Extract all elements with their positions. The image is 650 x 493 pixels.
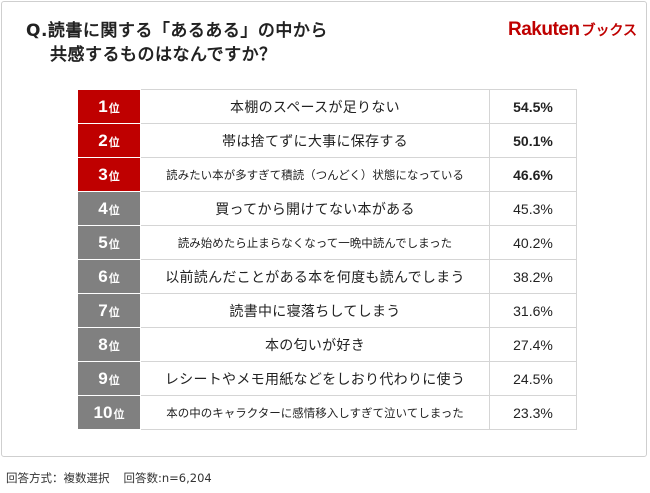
rank-badge: 2位: [77, 123, 141, 158]
rank-suffix: 位: [108, 102, 120, 115]
rank-row: 1位 本棚のスペースが足りない 54.5%: [77, 89, 577, 124]
footer-note: 回答方式：複数選択 回答数:n=6,204: [6, 470, 212, 486]
rank-number: 1: [98, 96, 108, 116]
rank-label: 本の匂いが好き: [140, 327, 490, 362]
rank-badge: 4位: [77, 191, 141, 226]
rank-percentage: 23.3%: [489, 395, 577, 430]
rank-number: 8: [98, 334, 108, 354]
rank-row: 8位 本の匂いが好き 27.4%: [77, 327, 577, 362]
rank-percentage: 46.6%: [489, 157, 577, 192]
rank-percentage: 40.2%: [489, 225, 577, 260]
answer-method: 回答方式：複数選択: [6, 471, 110, 485]
rank-label: 読み始めたら止まらなくなって一晩中読んでしまった: [140, 225, 490, 260]
rank-row: 10位 本の中のキャラクターに感情移入しすぎて泣いてしまった 23.3%: [77, 395, 577, 430]
rank-label: 読みたい本が多すぎて積読（つんどく）状態になっている: [140, 157, 490, 192]
rank-badge: 5位: [77, 225, 141, 260]
rank-suffix: 位: [108, 204, 120, 217]
rank-number: 5: [98, 232, 108, 252]
question-line-1: Q.読書に関する「あるある」の中から: [26, 21, 328, 41]
rank-percentage: 38.2%: [489, 259, 577, 294]
rank-number: 9: [98, 368, 108, 388]
rank-percentage: 45.3%: [489, 191, 577, 226]
rank-badge: 9位: [77, 361, 141, 396]
survey-card: Q.読書に関する「あるある」の中から 共感するものはなんですか？ Rakuten…: [1, 1, 647, 457]
rank-label: 帯は捨てずに大事に保存する: [140, 123, 490, 158]
ranking-table: 1位 本棚のスペースが足りない 54.5% 2位 帯は捨てずに大事に保存する 50.1% 3…: [77, 89, 577, 430]
rank-badge: 1位: [77, 89, 141, 124]
rank-row: 9位 レシートやメモ用紙などをしおり代わりに使う 24.5%: [77, 361, 577, 396]
rank-row: 5位 読み始めたら止まらなくなって一晩中読んでしまった 40.2%: [77, 225, 577, 260]
rank-label: レシートやメモ用紙などをしおり代わりに使う: [140, 361, 490, 396]
rank-number: 4: [98, 198, 108, 218]
rank-suffix: 位: [108, 340, 120, 353]
rank-label: 以前読んだことがある本を何度も読んでしまう: [140, 259, 490, 294]
rank-percentage: 50.1%: [489, 123, 577, 158]
rank-row: 2位 帯は捨てずに大事に保存する 50.1%: [77, 123, 577, 158]
rank-suffix: 位: [113, 408, 125, 421]
rank-badge: 3位: [77, 157, 141, 192]
logo-books-text: ブックス: [581, 22, 638, 38]
rank-suffix: 位: [108, 306, 120, 319]
logo-rakuten-text: Rakuten: [508, 19, 580, 40]
rank-percentage: 31.6%: [489, 293, 577, 328]
rank-number: 6: [98, 266, 108, 286]
question-title: Q.読書に関する「あるある」の中から 共感するものはなんですか？: [26, 19, 328, 67]
rank-badge: 10位: [77, 395, 141, 430]
rank-badge: 7位: [77, 293, 141, 328]
rank-label: 本の中のキャラクターに感情移入しすぎて泣いてしまった: [140, 395, 490, 430]
rank-label: 本棚のスペースが足りない: [140, 89, 490, 124]
ranking-table-body: 1位 本棚のスペースが足りない 54.5% 2位 帯は捨てずに大事に保存する 50.1% 3…: [77, 89, 577, 430]
rank-suffix: 位: [108, 170, 120, 183]
rank-row: 6位 以前読んだことがある本を何度も読んでしまう 38.2%: [77, 259, 577, 294]
answer-count: 回答数:n=6,204: [123, 471, 212, 485]
rank-suffix: 位: [108, 238, 120, 251]
rank-suffix: 位: [108, 374, 120, 387]
rank-percentage: 54.5%: [489, 89, 577, 124]
question-line-2: 共感するものはなんですか？: [50, 45, 277, 65]
rank-percentage: 24.5%: [489, 361, 577, 396]
rank-number: 7: [98, 300, 108, 320]
rank-percentage: 27.4%: [489, 327, 577, 362]
rank-suffix: 位: [108, 272, 120, 285]
rakuten-books-logo: Rakuten ブックス: [508, 19, 637, 41]
rank-badge: 6位: [77, 259, 141, 294]
rank-number: 10: [93, 402, 113, 422]
rank-row: 4位 買ってから開けてない本がある 45.3%: [77, 191, 577, 226]
rank-number: 2: [98, 130, 108, 150]
rank-number: 3: [98, 164, 108, 184]
rank-suffix: 位: [108, 136, 120, 149]
rank-badge: 8位: [77, 327, 141, 362]
rank-row: 3位 読みたい本が多すぎて積読（つんどく）状態になっている 46.6%: [77, 157, 577, 192]
rank-row: 7位 読書中に寝落ちしてしまう 31.6%: [77, 293, 577, 328]
rank-label: 読書中に寝落ちしてしまう: [140, 293, 490, 328]
rank-label: 買ってから開けてない本がある: [140, 191, 490, 226]
